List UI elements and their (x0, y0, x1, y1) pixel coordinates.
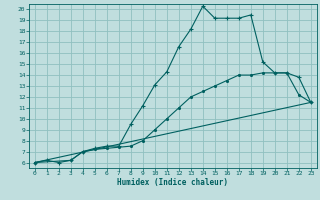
X-axis label: Humidex (Indice chaleur): Humidex (Indice chaleur) (117, 178, 228, 187)
